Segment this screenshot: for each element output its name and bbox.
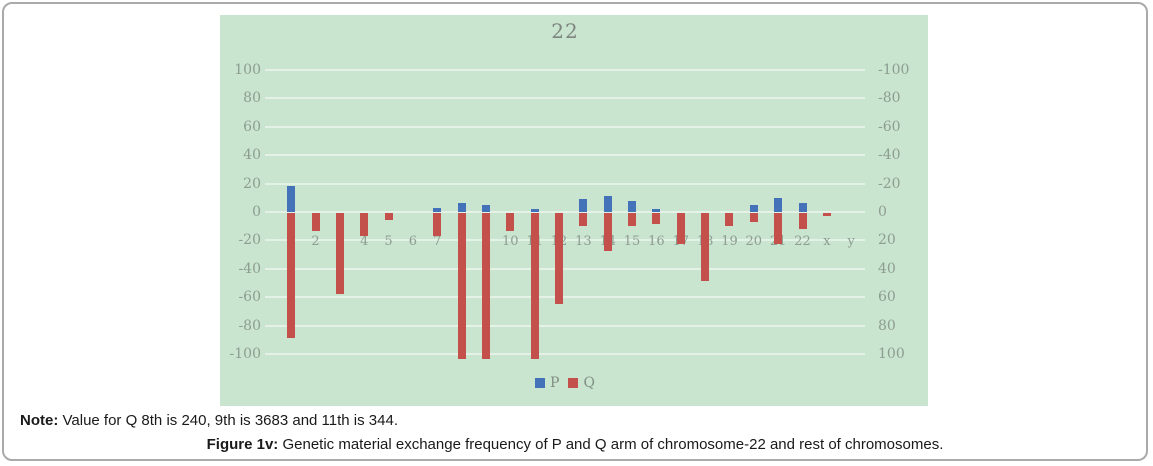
gridline xyxy=(265,239,865,242)
gridline xyxy=(265,154,865,157)
gridline xyxy=(265,296,865,299)
p-bar xyxy=(530,209,539,212)
category-label: 16 xyxy=(648,234,665,249)
right-axis-tick-label: 40 xyxy=(878,260,896,277)
right-axis-tick-label: -80 xyxy=(878,90,901,107)
q-bar xyxy=(481,213,490,360)
left-axis-tick-label: 80 xyxy=(243,90,261,107)
right-axis-tick-label: -20 xyxy=(878,175,901,192)
right-axis-tick-label: 20 xyxy=(878,232,896,249)
q-bar xyxy=(579,213,588,226)
right-axis-tick-label: 0 xyxy=(878,204,887,220)
category-label: 7 xyxy=(433,234,442,249)
q-bar xyxy=(555,213,564,304)
left-axis-tick-label: -100 xyxy=(229,346,261,362)
p-bar xyxy=(579,199,588,212)
q-bar xyxy=(433,213,442,236)
right-axis-tick-label: -60 xyxy=(878,118,901,135)
q-bar xyxy=(676,213,685,245)
q-bar xyxy=(457,213,466,360)
q-bar xyxy=(530,213,539,360)
q-bar xyxy=(749,213,758,222)
chart-panel: 22 P Q 100 -100 80 -80 60 -60 40 -40 20 -20 0 0 -20 2… xyxy=(220,15,928,406)
p-bar xyxy=(457,203,466,212)
gridline xyxy=(265,353,865,355)
legend-item-q: Q xyxy=(568,375,595,391)
left-axis-tick-label: 40 xyxy=(243,147,261,164)
q-bar xyxy=(311,213,320,232)
p-bar xyxy=(628,200,637,212)
category-label: 2 xyxy=(311,234,320,249)
left-axis-tick-label: -20 xyxy=(238,232,261,249)
q-bar xyxy=(335,213,344,294)
right-axis-tick-label: -100 xyxy=(878,62,910,78)
category-label: 20 xyxy=(745,234,763,249)
caption-label: Figure 1v: xyxy=(206,436,279,453)
left-axis-tick-label: 60 xyxy=(243,118,261,135)
q-bar xyxy=(360,213,369,236)
q-bar xyxy=(603,213,612,252)
category-label: 19 xyxy=(721,234,738,249)
p-series-swatch-icon xyxy=(535,378,546,388)
left-axis-tick-label: -60 xyxy=(238,289,261,306)
caption-text: Genetic material exchange frequency of P… xyxy=(282,436,944,453)
figure-card: 22 P Q 100 -100 80 -80 60 -60 40 -40 20 -20 0 0 -20 2… xyxy=(2,2,1148,461)
note-text: Value for Q 8th is 240, 9th is 3683 and … xyxy=(62,412,399,429)
category-label: 22 xyxy=(794,234,811,249)
right-axis-tick-label: 100 xyxy=(878,346,905,362)
figure-caption: Figure 1v: Genetic material exchange fre… xyxy=(4,436,1146,453)
q-bar xyxy=(652,213,661,225)
q-series-swatch-icon xyxy=(568,378,579,388)
q-bar xyxy=(798,213,807,229)
q-bar xyxy=(774,213,783,245)
gridline xyxy=(265,211,865,213)
legend-label-p: P xyxy=(550,375,560,391)
category-label: 5 xyxy=(384,234,393,249)
left-axis-tick-label: 100 xyxy=(234,62,261,78)
q-bar xyxy=(287,213,296,338)
q-bar xyxy=(384,213,393,221)
category-label: 6 xyxy=(408,234,418,249)
gridline xyxy=(265,324,865,327)
p-bar xyxy=(749,204,758,212)
note-label: Note: xyxy=(20,412,59,429)
gridline xyxy=(265,267,865,270)
p-bar xyxy=(798,203,807,212)
figure-note: Note: Value for Q 8th is 240, 9th is 368… xyxy=(20,412,398,429)
chart-title: 22 xyxy=(551,19,579,43)
right-axis-tick-label: 60 xyxy=(878,289,896,306)
p-bar xyxy=(481,204,490,212)
right-axis-tick-label: 80 xyxy=(878,317,896,334)
left-axis-tick-label: 20 xyxy=(243,175,261,192)
category-label: x xyxy=(823,234,831,249)
q-bar xyxy=(701,213,710,282)
p-bar xyxy=(603,196,612,212)
gridline xyxy=(265,97,865,100)
p-bar xyxy=(652,209,661,212)
right-axis-tick-label: -40 xyxy=(878,147,901,164)
left-axis-tick-label: -80 xyxy=(238,317,261,334)
category-label: 4 xyxy=(360,234,369,249)
p-bar xyxy=(287,186,296,212)
q-bar xyxy=(506,213,515,232)
gridline xyxy=(265,69,865,71)
legend-item-p: P xyxy=(535,375,559,391)
left-axis-tick-label: -40 xyxy=(238,260,261,277)
category-label: y xyxy=(847,234,855,249)
gridline xyxy=(265,125,865,128)
q-bar xyxy=(822,213,831,216)
q-bar xyxy=(725,213,734,226)
p-bar xyxy=(433,207,442,212)
category-label: 13 xyxy=(575,234,592,249)
chart-legend: P Q xyxy=(265,375,865,391)
gridline xyxy=(265,182,865,185)
p-bar xyxy=(774,197,783,212)
category-label: 10 xyxy=(502,234,519,249)
category-label: 15 xyxy=(623,234,641,249)
left-axis-tick-label: 0 xyxy=(252,204,261,220)
legend-label-q: Q xyxy=(583,375,595,391)
q-bar xyxy=(628,213,637,226)
